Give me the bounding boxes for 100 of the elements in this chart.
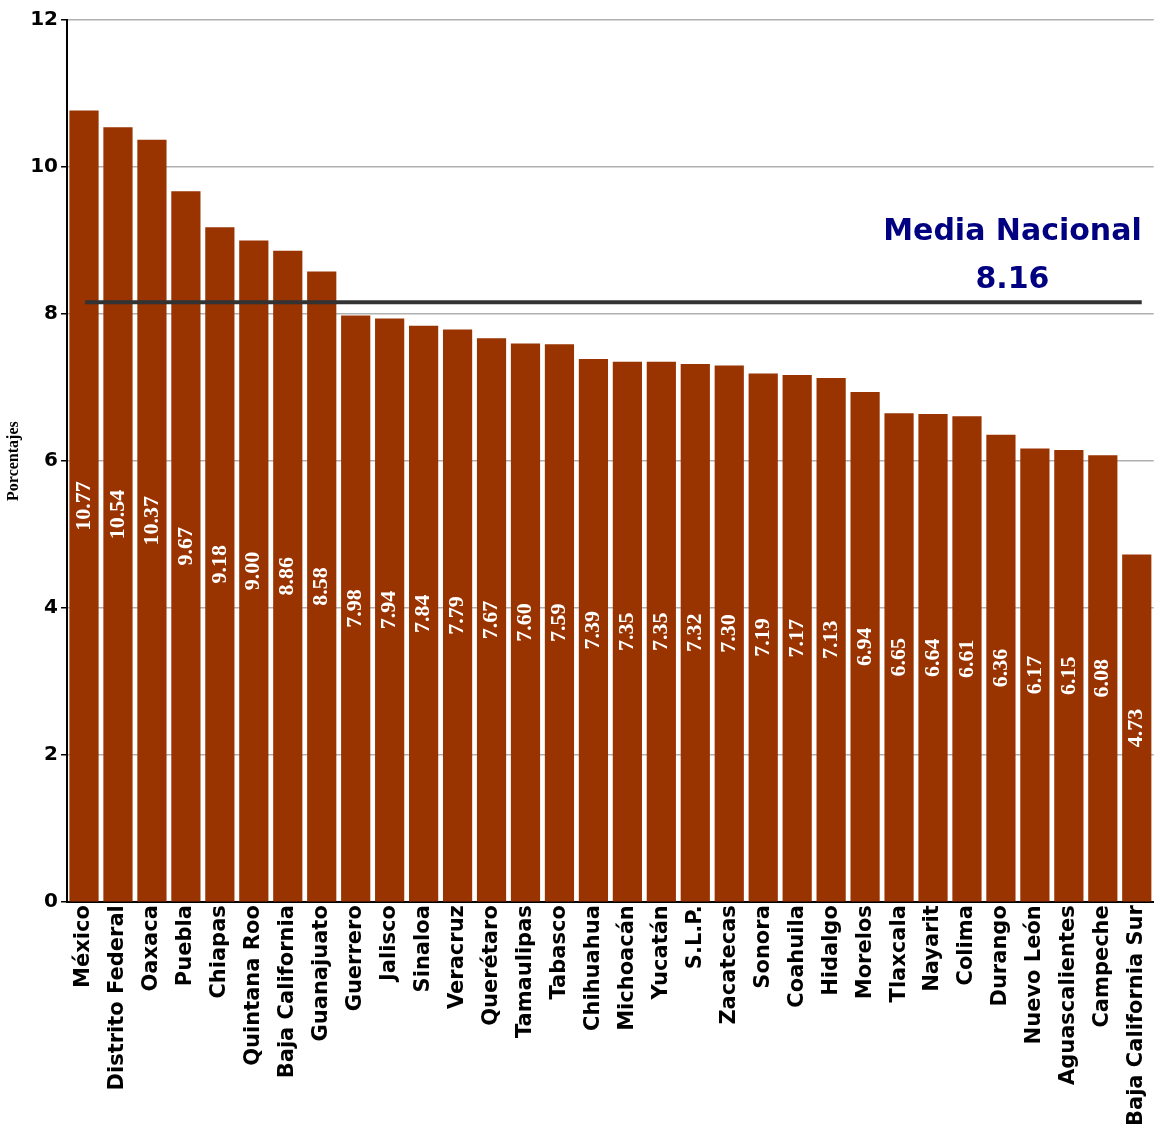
- bar: [952, 416, 982, 902]
- x-tick-label: Chiapas: [206, 905, 231, 999]
- x-tick-label: Sonora: [749, 905, 774, 989]
- data-label: 9.18: [205, 545, 231, 584]
- x-tick-label: Veracruz: [444, 905, 469, 1010]
- x-tick-label: Jalisco: [376, 905, 401, 983]
- bar: [748, 373, 778, 902]
- data-label: 10.37: [137, 495, 163, 546]
- bar: [1122, 554, 1152, 902]
- x-tick-label: Tlaxcala: [885, 905, 910, 1003]
- y-tick-label: 10: [30, 153, 59, 178]
- data-label: 6.17: [1020, 655, 1046, 695]
- x-tick-label: Guanajuato: [308, 905, 333, 1042]
- x-tick-label: Puebla: [172, 905, 197, 987]
- bar: [544, 344, 575, 902]
- x-tick-label: Yucatán: [647, 905, 672, 1001]
- x-tick-label: Distrito Federal: [104, 905, 129, 1091]
- data-label: 6.08: [1088, 659, 1114, 698]
- data-label: 7.35: [647, 612, 673, 651]
- data-label: 6.64: [918, 638, 944, 677]
- x-tick-label: Campeche: [1089, 905, 1114, 1028]
- bar: [442, 329, 473, 902]
- x-tick-label: Quintana Roo: [240, 905, 265, 1066]
- bar: [782, 375, 812, 902]
- bar: [137, 139, 167, 902]
- data-label: 6.36: [986, 648, 1012, 688]
- data-label: 6.94: [850, 627, 876, 666]
- x-tick-label: Tamaulipas: [511, 905, 536, 1039]
- y-tick-label: 2: [44, 741, 59, 766]
- data-label: 7.13: [816, 620, 842, 659]
- x-tick-label: México: [70, 905, 95, 988]
- bar: [103, 127, 133, 902]
- data-label: 7.94: [375, 590, 401, 630]
- x-tick-label: Oaxaca: [138, 905, 163, 992]
- x-tick-label: Michoacán: [613, 905, 638, 1031]
- bar: [307, 271, 337, 902]
- x-tick-label: Guerrero: [342, 905, 367, 1012]
- bar: [1088, 455, 1118, 902]
- data-label: 7.19: [748, 618, 774, 657]
- x-tick-label: Zacatecas: [715, 905, 740, 1025]
- data-label: 10.77: [69, 481, 95, 531]
- data-label: 6.65: [884, 638, 910, 677]
- data-label: 7.35: [613, 612, 639, 651]
- x-tick-label: Coahuila: [783, 905, 808, 1008]
- x-tick-label: Colima: [953, 905, 978, 986]
- data-label: 7.84: [409, 594, 435, 633]
- x-tick-label: S.L.P.: [681, 905, 706, 970]
- x-tick-label: Baja California Sur: [1123, 904, 1148, 1127]
- x-tick-label: Nayarit: [919, 905, 944, 992]
- bar: [273, 250, 303, 902]
- bar: [476, 338, 507, 902]
- x-tick-label: Baja California: [274, 905, 299, 1079]
- y-tick-label: 6: [44, 447, 59, 472]
- data-label: 9.67: [171, 527, 197, 566]
- data-label: 10.54: [103, 489, 129, 540]
- data-label: 6.61: [952, 639, 978, 679]
- y-tick-label: 12: [30, 6, 59, 31]
- bar: [341, 315, 371, 902]
- bar: [1054, 450, 1084, 902]
- y-tick-label: 4: [44, 594, 59, 619]
- data-label: 8.58: [307, 567, 333, 606]
- bar: [646, 361, 676, 902]
- bar: [986, 434, 1016, 902]
- bar: [884, 413, 914, 902]
- y-tick-label: 0: [44, 888, 59, 913]
- bar: [1020, 448, 1050, 902]
- data-label: 7.39: [579, 610, 605, 650]
- data-label: 7.98: [341, 589, 367, 628]
- bar: [375, 318, 405, 902]
- data-label: 7.79: [443, 596, 469, 635]
- x-tick-label: Querétaro: [477, 905, 502, 1026]
- x-tick-label: Nuevo León: [1021, 905, 1046, 1045]
- bar: [816, 378, 846, 902]
- ref-line-label: Media Nacional 8.16: [883, 212, 1142, 296]
- y-tick-label: 8: [44, 300, 59, 325]
- data-label: 7.59: [545, 603, 571, 643]
- bar: [205, 227, 235, 902]
- data-label: 7.32: [680, 613, 706, 652]
- x-tick-label: Aguascalientes: [1055, 905, 1080, 1086]
- bar: [918, 414, 948, 902]
- x-tick-label: Durango: [987, 905, 1012, 1007]
- bar: [578, 358, 609, 902]
- data-label: 7.60: [511, 603, 537, 642]
- bar: [850, 391, 880, 902]
- data-label: 7.67: [477, 600, 503, 640]
- bar: [239, 240, 269, 902]
- data-label: 7.17: [782, 619, 808, 658]
- data-label: 8.86: [273, 556, 299, 596]
- x-tick-label: Hidalgo: [817, 905, 842, 996]
- data-label: 6.15: [1054, 656, 1080, 695]
- data-label: 9.00: [239, 551, 265, 591]
- bar: [69, 110, 99, 902]
- x-tick-label: Tabasco: [545, 905, 570, 1000]
- x-tick-label: Morelos: [851, 905, 876, 1000]
- bar: [510, 343, 541, 902]
- y-axis-title: Porcentajes: [3, 421, 22, 501]
- x-tick-label: Chihuahua: [579, 905, 604, 1031]
- bar: [612, 361, 642, 902]
- bar: [680, 364, 710, 902]
- bar: [714, 365, 744, 902]
